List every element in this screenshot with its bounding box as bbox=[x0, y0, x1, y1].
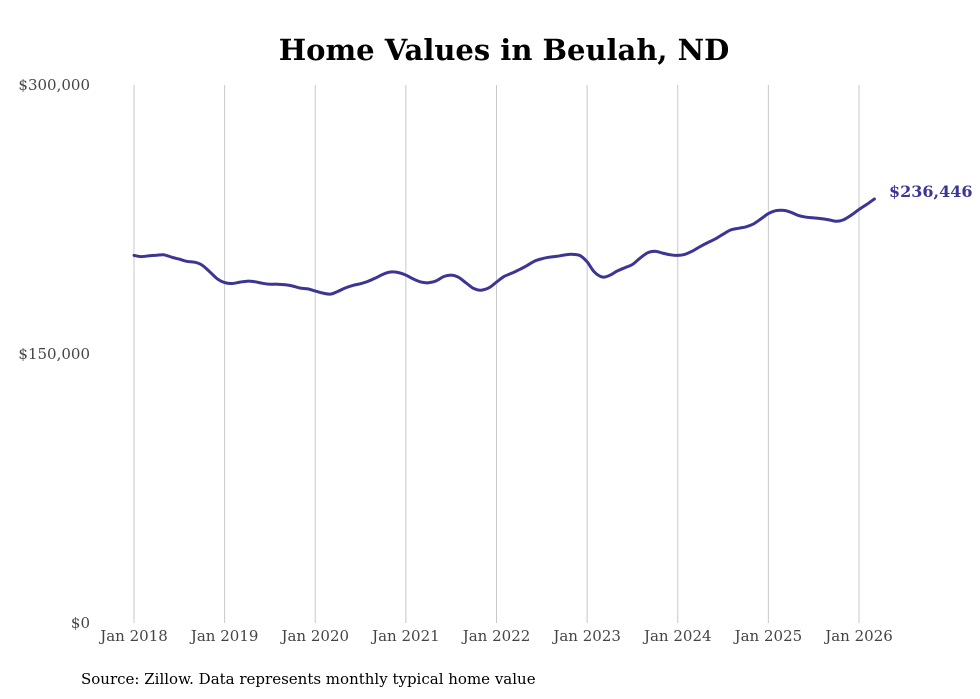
x-tick-label-2024: Jan 2024 bbox=[642, 627, 712, 645]
x-tick-label-2020: Jan 2020 bbox=[279, 627, 349, 645]
vertical-gridlines bbox=[133, 85, 860, 623]
y-tick-label-300000: $300,000 bbox=[18, 76, 90, 94]
x-tick-label-2022: Jan 2022 bbox=[461, 627, 531, 645]
x-tick-label-2021: Jan 2021 bbox=[370, 627, 440, 645]
x-tick-label-2026: Jan 2026 bbox=[823, 627, 893, 645]
y-axis-tick-labels: $0 $150,000 $300,000 bbox=[18, 76, 90, 632]
x-tick-label-2025: Jan 2025 bbox=[733, 627, 803, 645]
chart-title: Home Values in Beulah, ND bbox=[279, 33, 730, 67]
y-tick-label-0: $0 bbox=[71, 614, 90, 632]
last-value-label: $236,446 bbox=[889, 182, 973, 201]
x-tick-label-2019: Jan 2019 bbox=[189, 627, 259, 645]
x-tick-label-2023: Jan 2023 bbox=[551, 627, 621, 645]
x-axis-tick-labels: Jan 2018 Jan 2019 Jan 2020 Jan 2021 Jan 2022… bbox=[98, 627, 893, 645]
x-tick-label-2018: Jan 2018 bbox=[98, 627, 168, 645]
y-tick-label-150000: $150,000 bbox=[18, 345, 90, 363]
source-note: Source: Zillow. Data represents monthly … bbox=[81, 670, 536, 688]
series-line-home-value bbox=[132, 197, 876, 296]
